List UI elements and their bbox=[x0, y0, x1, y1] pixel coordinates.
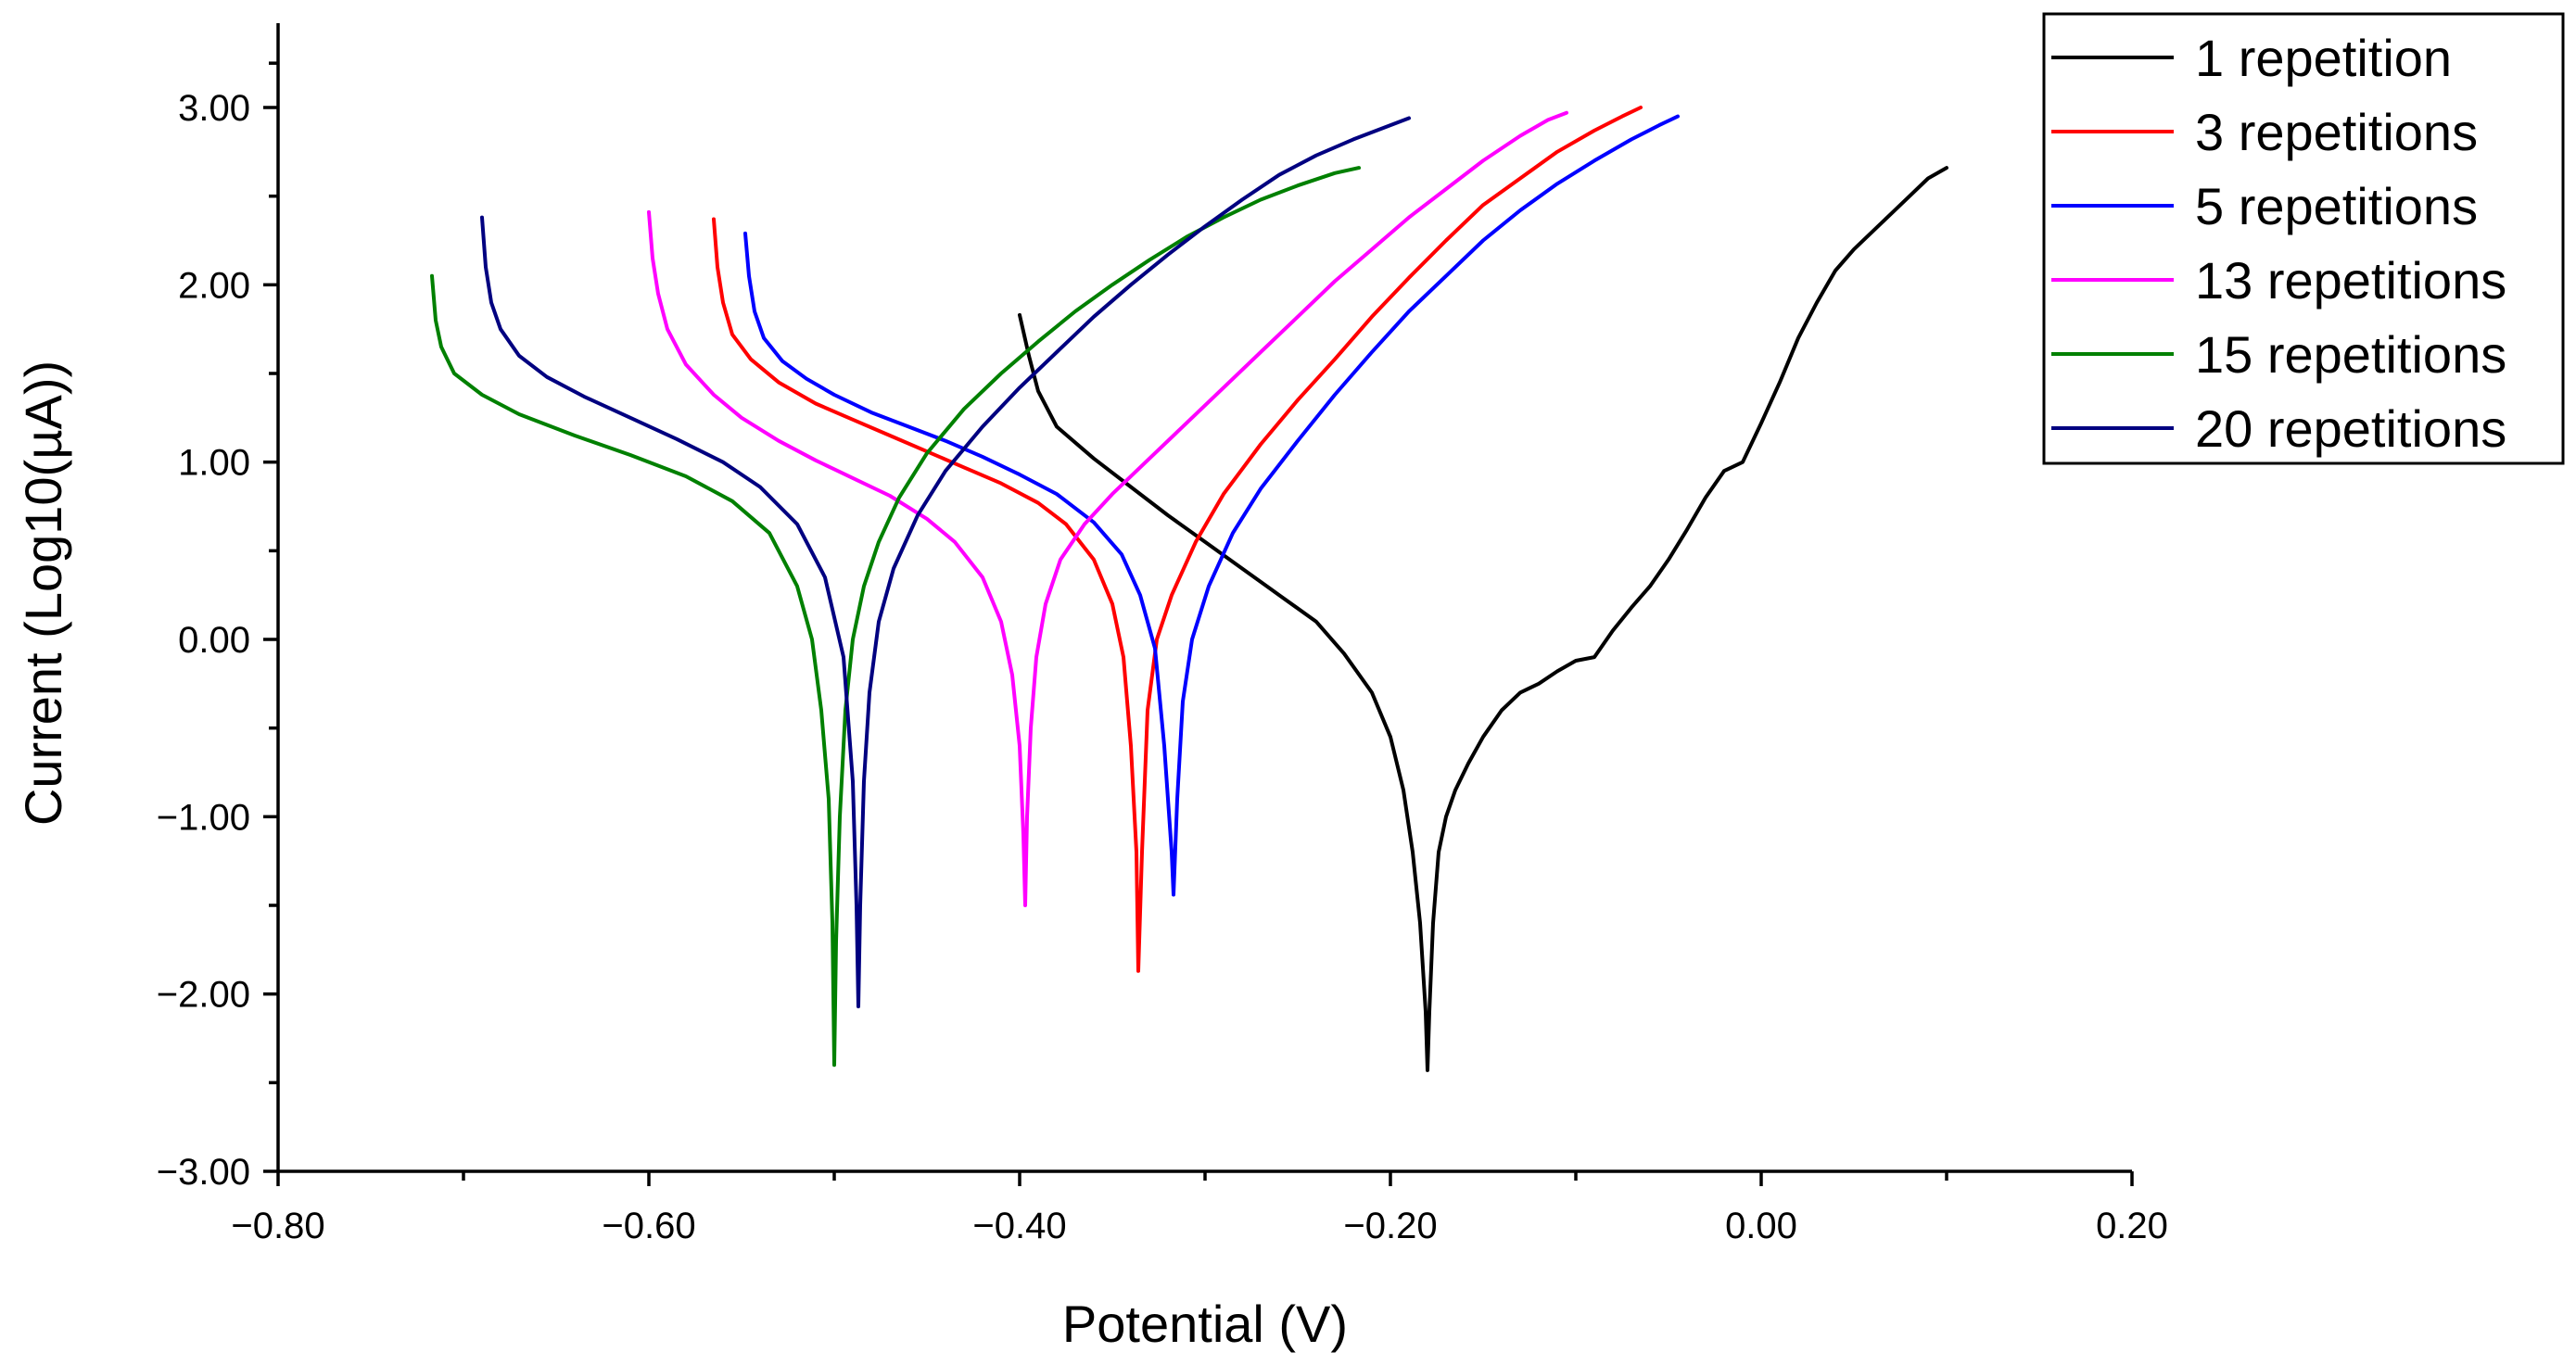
y-tick-label: −2.00 bbox=[157, 975, 250, 1016]
x-tick-label: 0.20 bbox=[2096, 1206, 2168, 1246]
legend-label-15-repetitions: 15 repetitions bbox=[2195, 325, 2506, 384]
series-group bbox=[430, 106, 1948, 1072]
x-tick-label: 0.00 bbox=[1725, 1206, 1797, 1246]
series-line-5-repetitions bbox=[743, 114, 1680, 897]
legend-label-3-repetitions: 3 repetitions bbox=[2195, 103, 2478, 161]
y-tick-label: 0.00 bbox=[178, 620, 250, 661]
plot-area: −0.80 −0.60 −0.40 −0.20 0.00 0.20 −3.00−2.00−… bbox=[157, 23, 2168, 1246]
legend-box bbox=[2042, 12, 2565, 465]
legend-label-13-repetitions: 13 repetitions bbox=[2195, 251, 2506, 310]
x-tick-label: −0.40 bbox=[972, 1206, 1066, 1246]
legend-label-20-repetitions: 20 repetitions bbox=[2195, 399, 2506, 458]
legend: 1 repetition 3 repetitions 5 repetitions 13… bbox=[2042, 12, 2565, 465]
x-ticks: −0.80 −0.60 −0.40 −0.20 0.00 0.20 bbox=[231, 1171, 2168, 1246]
x-tick-label: −0.60 bbox=[602, 1206, 695, 1246]
y-ticks: −3.00 −2.00 −1.00 0.00 1.00 2.00 3.00 bbox=[157, 61, 278, 1193]
series-line-20-repetitions bbox=[480, 116, 1411, 1009]
x-tick-label: −0.20 bbox=[1343, 1206, 1437, 1246]
legend-label-5-repetitions: 5 repetitions bbox=[2195, 177, 2478, 235]
x-axis-title: Potential (V) bbox=[1062, 1295, 1348, 1353]
y-tick-label: 2.00 bbox=[178, 265, 250, 306]
legend-items: 1 repetition 3 repetitions 5 repetitions 13… bbox=[2051, 29, 2506, 458]
series-line-15-repetitions bbox=[430, 166, 1361, 1068]
series-line-13-repetitions bbox=[647, 110, 1568, 907]
y-tick-label: −1.00 bbox=[157, 797, 250, 838]
legend-label-1-repetition: 1 repetition bbox=[2195, 29, 2452, 87]
series-line-1-repetition bbox=[1018, 166, 1948, 1072]
series-line-3-repetitions bbox=[712, 106, 1643, 973]
y-tick-label: −3.00 bbox=[157, 1152, 250, 1193]
y-axis-title: Current (Log10(µA)) bbox=[14, 360, 72, 826]
x-tick-label: −0.80 bbox=[231, 1206, 324, 1246]
y-tick-label: 1.00 bbox=[178, 443, 250, 484]
y-tick-label: 3.00 bbox=[178, 88, 250, 129]
